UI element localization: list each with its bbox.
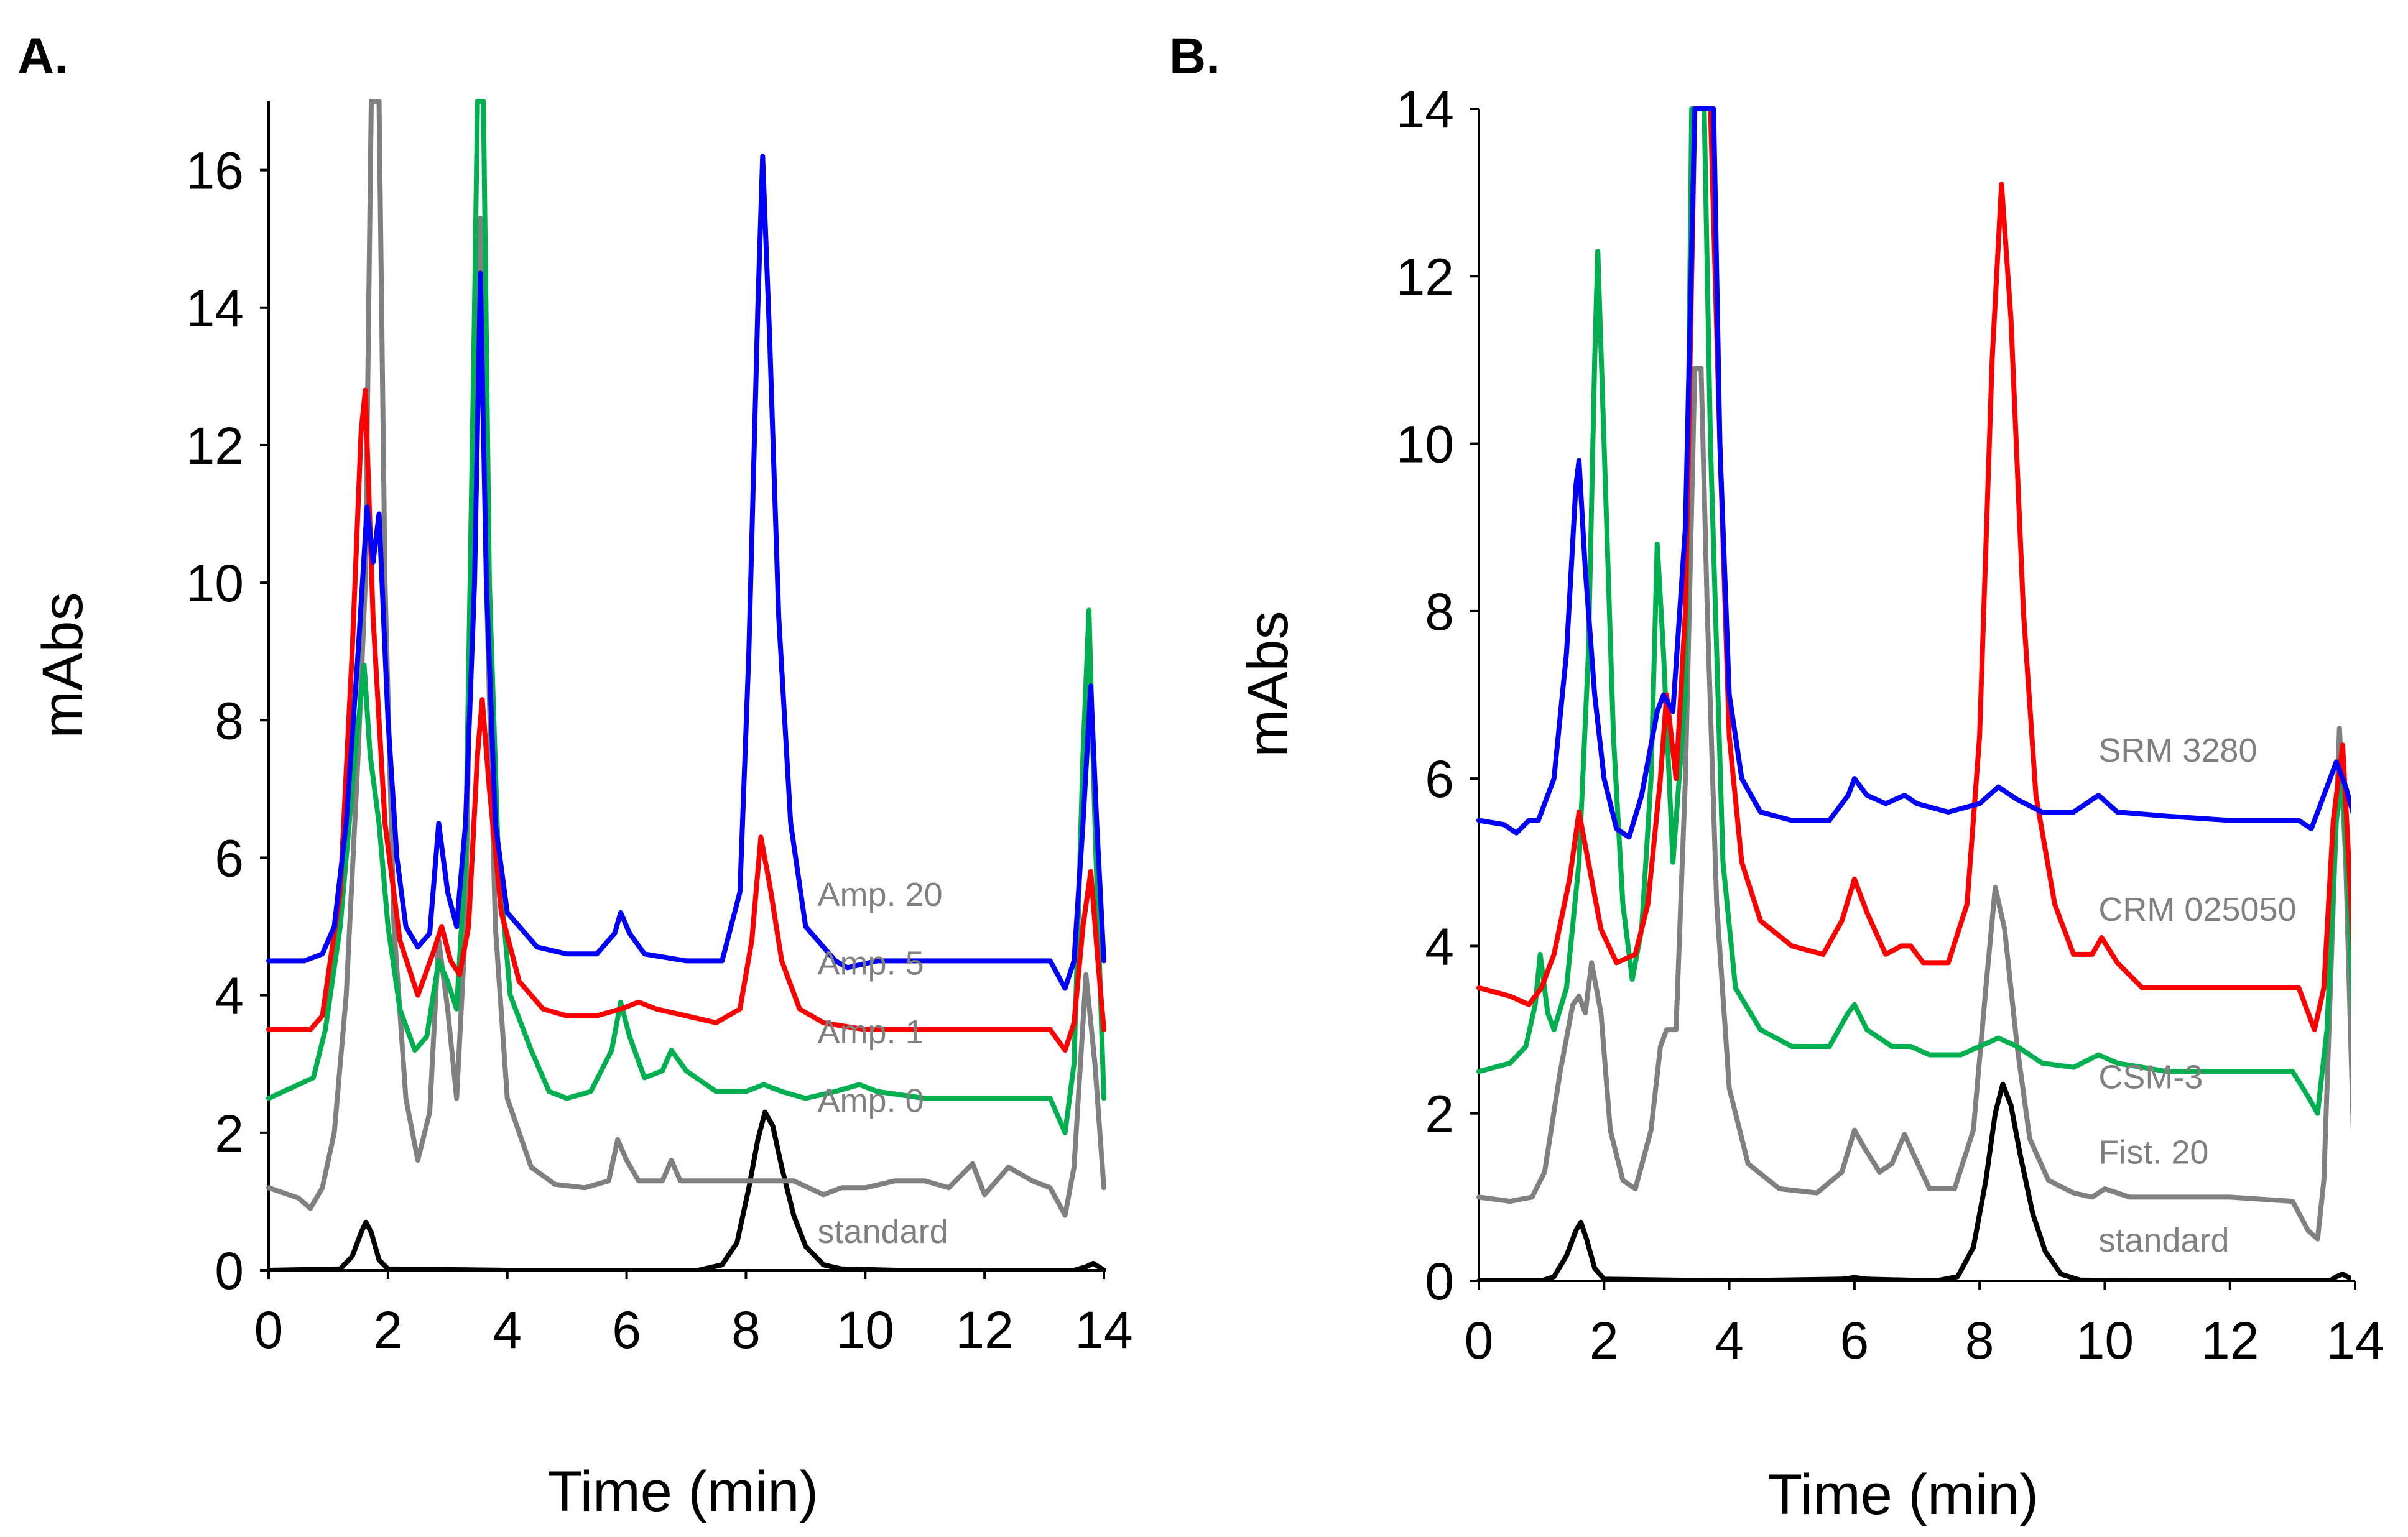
trace-label: Amp. 20 bbox=[818, 876, 943, 913]
chart-panel-b: B. 0 2 4 6 8 10 12 14 0 2 4 6 8 10 12 14 mAbs Time (mi… bbox=[1169, 28, 2384, 1526]
trace-amp-5 bbox=[266, 387, 1106, 1053]
x-axis-a: 0 2 4 6 8 10 12 14 bbox=[254, 1269, 1133, 1359]
trace-label: SRM 3280 bbox=[2098, 732, 2257, 769]
trace-label: Fist. 20 bbox=[2098, 1134, 2208, 1171]
x-axis-label-b: Time (min) bbox=[1767, 1463, 2039, 1526]
trace-label: standard bbox=[2098, 1222, 2229, 1259]
trace-fist-20 bbox=[1476, 366, 2351, 1242]
x-tick-label: 8 bbox=[1965, 1311, 1994, 1370]
trace-amp-0 bbox=[266, 99, 1106, 1218]
trace-label: CSM-3 bbox=[2098, 1058, 2203, 1096]
y-tick-label: 12 bbox=[1396, 247, 1454, 306]
trace-csm-3 bbox=[1476, 106, 2351, 1116]
trace-labels-a: Amp. 20 Amp. 5 Amp. 1 Amp. 0 standard bbox=[818, 876, 948, 1250]
y-tick-label: 2 bbox=[1425, 1085, 1454, 1143]
y-tick-label: 0 bbox=[215, 1242, 244, 1300]
trace-srm-3280 bbox=[1476, 106, 2351, 840]
y-axis-a: 0 2 4 6 8 10 12 14 16 bbox=[186, 101, 270, 1300]
x-tick-label: 0 bbox=[254, 1301, 284, 1359]
x-tick-label: 10 bbox=[2076, 1311, 2134, 1370]
y-tick-label: 4 bbox=[1425, 917, 1454, 976]
x-tick-label: 4 bbox=[1715, 1311, 1744, 1370]
y-tick-label: 14 bbox=[1396, 80, 1454, 139]
x-tick-label: 12 bbox=[955, 1301, 1013, 1359]
x-tick-label: 14 bbox=[1075, 1301, 1132, 1359]
x-tick-label: 0 bbox=[1465, 1311, 1494, 1370]
y-tick-label: 0 bbox=[1425, 1252, 1454, 1311]
x-axis-label-a: Time (min) bbox=[547, 1460, 818, 1523]
y-tick-label: 10 bbox=[186, 554, 244, 612]
x-tick-label: 8 bbox=[731, 1301, 761, 1359]
x-tick-label: 10 bbox=[836, 1301, 894, 1359]
y-axis-label-b: mAbs bbox=[1236, 611, 1300, 757]
y-tick-label: 4 bbox=[215, 967, 244, 1025]
trace-label: Amp. 5 bbox=[818, 944, 924, 982]
trace-amp-1 bbox=[266, 99, 1106, 1135]
panel-letter-b: B. bbox=[1169, 28, 1220, 85]
trace-label: standard bbox=[818, 1213, 948, 1250]
y-tick-label: 12 bbox=[186, 417, 244, 475]
y-tick-label: 14 bbox=[186, 279, 244, 338]
y-tick-label: 8 bbox=[1425, 583, 1454, 641]
x-tick-label: 14 bbox=[2326, 1311, 2384, 1370]
trace-labels-b: SRM 3280 CRM 025050 CSM-3 Fist. 20 standard bbox=[2098, 732, 2296, 1259]
trace-label: Amp. 1 bbox=[818, 1013, 924, 1051]
chart-panel-a: A. 0 2 4 6 8 10 12 14 16 0 2 4 6 8 10 12 14 mAbs Time (… bbox=[17, 28, 1133, 1523]
trace-standard bbox=[266, 1109, 1106, 1272]
trace-amp-20 bbox=[266, 154, 1106, 991]
trace-label: CRM 025050 bbox=[2098, 891, 2296, 928]
trace-crm-025050 bbox=[1476, 106, 2351, 1033]
y-tick-label: 2 bbox=[215, 1104, 244, 1163]
x-tick-label: 6 bbox=[612, 1301, 641, 1359]
trace-label: Amp. 0 bbox=[818, 1082, 924, 1120]
y-tick-label: 10 bbox=[1396, 415, 1454, 474]
x-tick-label: 2 bbox=[373, 1301, 402, 1359]
y-axis-b: 0 2 4 6 8 10 12 14 bbox=[1396, 80, 1480, 1311]
traces-b bbox=[1476, 106, 2351, 1281]
x-tick-label: 6 bbox=[1840, 1311, 1869, 1370]
y-tick-label: 16 bbox=[186, 142, 244, 200]
y-axis-label-a: mAbs bbox=[31, 592, 95, 738]
x-tick-label: 4 bbox=[493, 1301, 522, 1359]
trace-standard bbox=[1476, 1081, 2351, 1281]
x-tick-label: 2 bbox=[1590, 1311, 1619, 1370]
traces-a bbox=[266, 99, 1106, 1272]
x-axis-b: 0 2 4 6 8 10 12 14 bbox=[1465, 1280, 2384, 1370]
y-tick-label: 6 bbox=[1425, 750, 1454, 808]
panel-letter-a: A. bbox=[17, 28, 68, 85]
x-tick-label: 12 bbox=[2201, 1311, 2259, 1370]
y-tick-label: 6 bbox=[215, 829, 244, 887]
y-tick-label: 8 bbox=[215, 691, 244, 750]
